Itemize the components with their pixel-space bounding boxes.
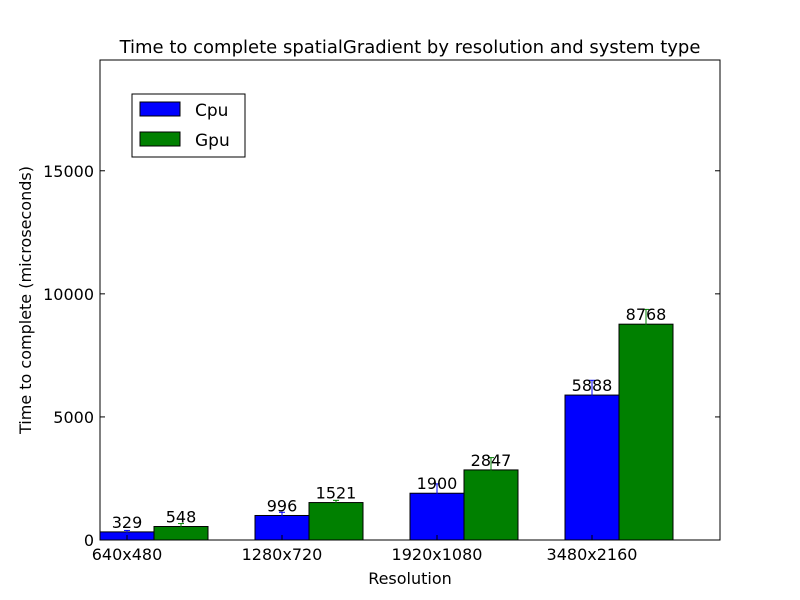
legend-swatch-gpu xyxy=(139,131,181,147)
bars-layer xyxy=(99,323,674,541)
x-tick-label-3480x2160: 3480x2160 xyxy=(547,545,638,564)
y-axis: 0 5000 10000 15000 xyxy=(43,162,720,550)
value-label-gpu-1280x720: 1521 xyxy=(316,484,357,503)
value-label-cpu-3480x2160: 5888 xyxy=(572,376,613,395)
x-tick-label-1920x1080: 1920x1080 xyxy=(392,545,483,564)
x-tick-label-1280x720: 1280x720 xyxy=(242,545,323,564)
legend-swatch-cpu xyxy=(139,101,181,117)
y-tick-label-15000: 15000 xyxy=(43,162,94,181)
chart-title: Time to complete spatialGradient by reso… xyxy=(119,37,701,58)
y-tick-label-5000: 5000 xyxy=(53,408,94,427)
y-axis-label: Time to complete (microseconds) xyxy=(16,166,35,435)
plot-frame xyxy=(99,59,721,541)
error-bars-layer xyxy=(124,308,649,534)
value-label-gpu-1920x1080: 2847 xyxy=(471,451,512,470)
bar-gpu-1280x720 xyxy=(308,502,364,541)
x-tick-label-640x480: 640x480 xyxy=(92,545,163,564)
legend-label-cpu: Cpu xyxy=(195,101,228,121)
value-label-gpu-3480x2160: 8768 xyxy=(626,305,667,324)
value-label-cpu-1280x720: 996 xyxy=(267,496,298,515)
value-label-gpu-640x480: 548 xyxy=(166,508,197,527)
value-label-cpu-640x480: 329 xyxy=(112,513,143,532)
y-tick-label-10000: 10000 xyxy=(43,285,94,304)
value-labels-layer: 329 996 1900 5888 548 1521 2847 8768 xyxy=(112,305,667,532)
bar-gpu-3480x2160 xyxy=(618,323,674,541)
x-axis: 640x480 1280x720 1920x1080 3480x2160 xyxy=(92,535,638,564)
y-tick-label-0: 0 xyxy=(84,531,94,550)
bar-cpu-3480x2160 xyxy=(564,394,620,541)
legend: Cpu Gpu xyxy=(131,93,246,158)
value-label-cpu-1920x1080: 1900 xyxy=(417,474,458,493)
x-axis-label: Resolution xyxy=(368,569,452,588)
legend-label-gpu: Gpu xyxy=(195,131,230,151)
